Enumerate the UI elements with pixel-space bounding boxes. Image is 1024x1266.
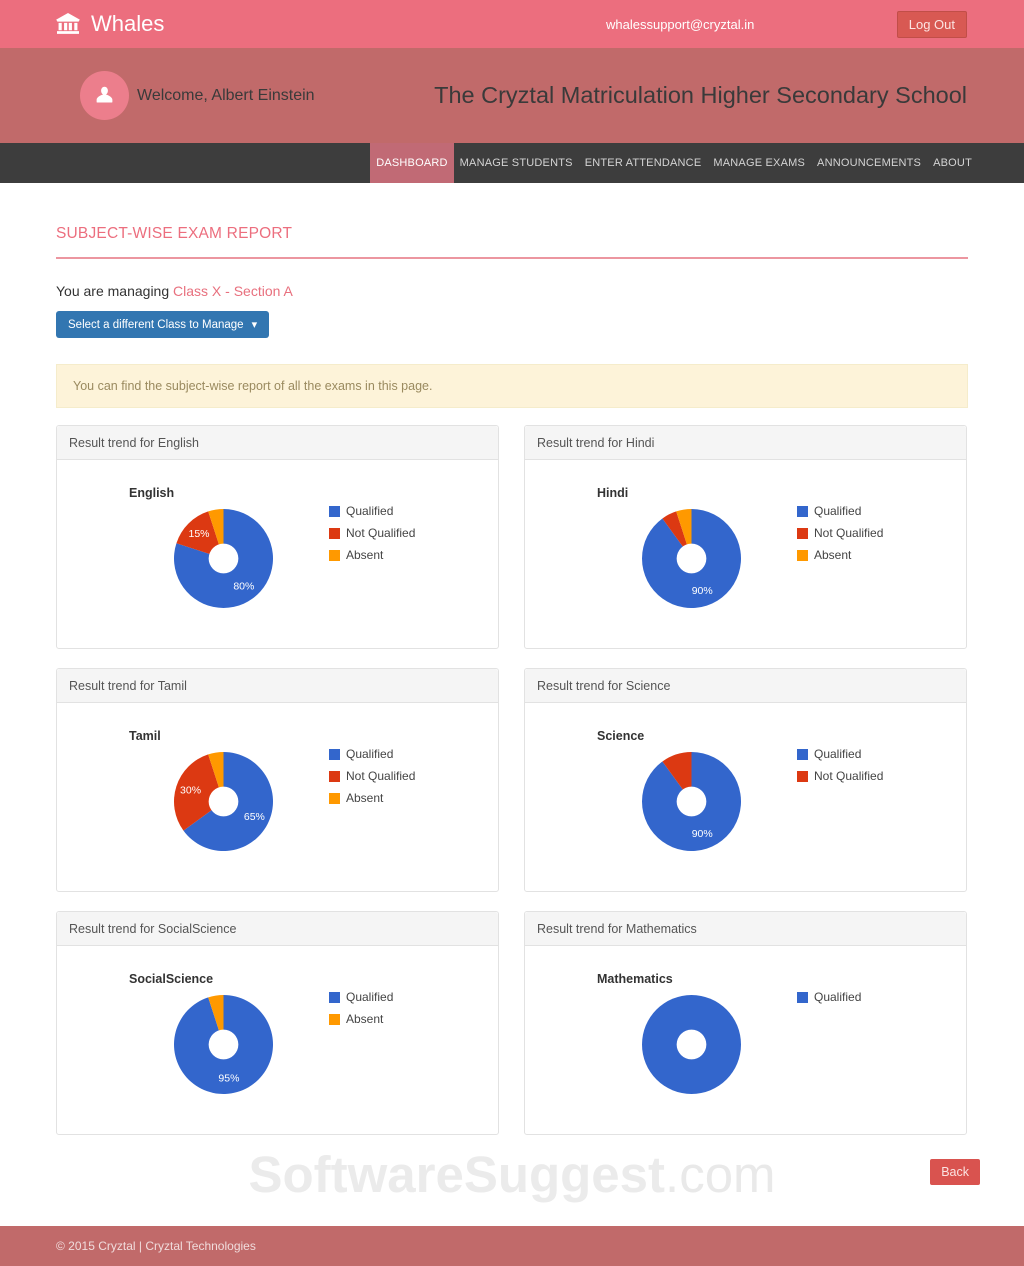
svg-text:30%: 30%	[180, 785, 201, 797]
svg-text:90%: 90%	[692, 585, 713, 597]
svg-text:95%: 95%	[218, 1073, 239, 1085]
svg-text:80%: 80%	[233, 580, 254, 592]
svg-text:90%: 90%	[692, 828, 713, 840]
svg-text:65%: 65%	[244, 811, 265, 823]
svg-text:15%: 15%	[188, 528, 209, 540]
